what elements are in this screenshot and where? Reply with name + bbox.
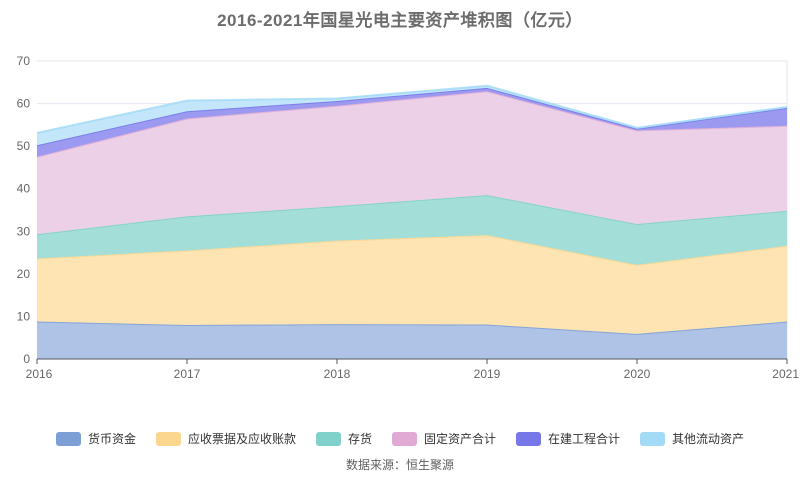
- area-series-0[interactable]: [37, 321, 787, 359]
- line-series-3: [36, 90, 788, 158]
- x-tick-label-2020: 2020: [624, 367, 651, 381]
- y-tick-label-70: 70: [17, 54, 31, 68]
- legend-swatch-4: [516, 431, 542, 446]
- y-tick-label-0: 0: [23, 352, 30, 366]
- x-tick-label-2016: 2016: [26, 367, 53, 381]
- legend-item-3[interactable]: 固定资产合计: [392, 430, 496, 447]
- x-tick-label-2018: 2018: [324, 367, 351, 381]
- x-tick-label-2017: 2017: [174, 367, 201, 381]
- legend-swatch-0: [55, 431, 81, 446]
- chart-legend: 货币资金 应收票据及应收账款 存货 固定资产合计 在建工程合计 其他流动资产: [0, 430, 800, 447]
- x-tick-label-2021: 2021: [772, 367, 799, 381]
- legend-label-3: 固定资产合计: [424, 432, 497, 446]
- y-tick-label-10: 10: [17, 309, 31, 323]
- y-tick-label-20: 20: [17, 267, 31, 281]
- y-tick-label-50: 50: [17, 139, 31, 153]
- legend-swatch-3: [392, 431, 417, 446]
- line-series-5: [36, 84, 788, 134]
- x-tick-label-2019: 2019: [474, 367, 501, 381]
- legend-swatch-1: [155, 431, 181, 446]
- y-tick-label-30: 30: [17, 224, 31, 238]
- legend-swatch-5: [640, 431, 666, 446]
- area-series-3[interactable]: [37, 91, 787, 235]
- legend-label-4: 在建工程合计: [548, 432, 621, 446]
- y-tick-label-60: 60: [17, 97, 31, 111]
- chart-title: 2016-2021年国星光电主要资产堆积图（亿元）: [217, 11, 583, 30]
- legend-item-2[interactable]: 存货: [315, 430, 372, 447]
- y-tick-label-40: 40: [17, 182, 31, 196]
- legend-item-0[interactable]: 货币资金: [55, 430, 136, 447]
- data-source-note: 数据来源：恒生聚源: [345, 458, 454, 472]
- legend-item-1[interactable]: 应收票据及应收账款: [155, 430, 296, 447]
- area-series-2[interactable]: [37, 195, 787, 265]
- legend-label-1: 应收票据及应收账款: [187, 432, 296, 446]
- legend-swatch-2: [315, 431, 341, 446]
- legend-item-5[interactable]: 其他流动资产: [640, 430, 744, 447]
- legend-label-5: 其他流动资产: [672, 432, 745, 446]
- plot-area[interactable]: 0 10 20 30 40 50 60 70 2016 2017 2018 2019 2020 2021: [0, 0, 800, 420]
- legend-item-4[interactable]: 在建工程合计: [516, 430, 620, 447]
- legend-label-0: 货币资金: [87, 432, 136, 446]
- area-series-1[interactable]: [37, 235, 787, 334]
- legend-label-2: 存货: [347, 432, 372, 446]
